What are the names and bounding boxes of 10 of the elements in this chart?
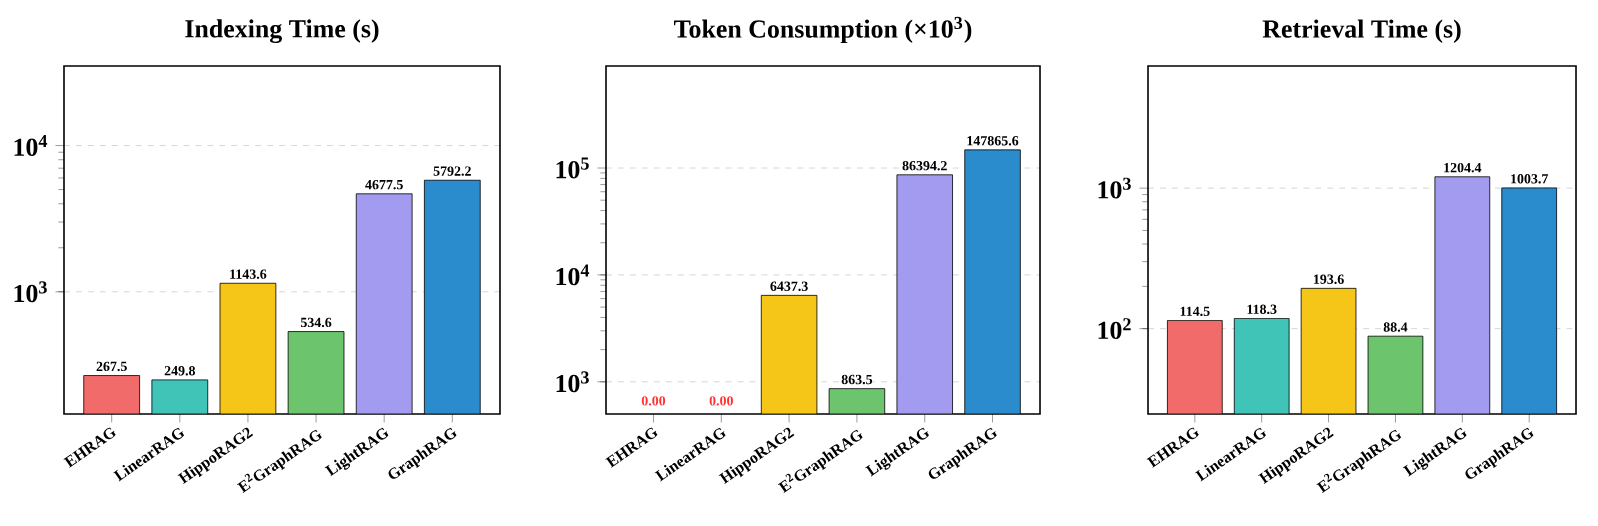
y-tick-label: 10$^{3}$ <box>556 371 589 393</box>
y-tick-label: 10$^{5}$ <box>556 157 589 179</box>
chart-title: Token Consumption (×10$^{3}$) <box>674 16 972 44</box>
y-tick-label: 10$^{4}$ <box>14 135 48 156</box>
chart-title: Indexing Time (s) <box>185 19 379 44</box>
y-tick-label: 10$^{3}$ <box>14 281 47 303</box>
chart-title: Retrieval Time (s) <box>1262 19 1461 44</box>
y-tick-label: 10$^{2}$ <box>1098 318 1131 340</box>
y-tick-label: 10$^{4}$ <box>556 264 590 286</box>
y-tick-label: 10$^{3}$ <box>1098 177 1131 199</box>
